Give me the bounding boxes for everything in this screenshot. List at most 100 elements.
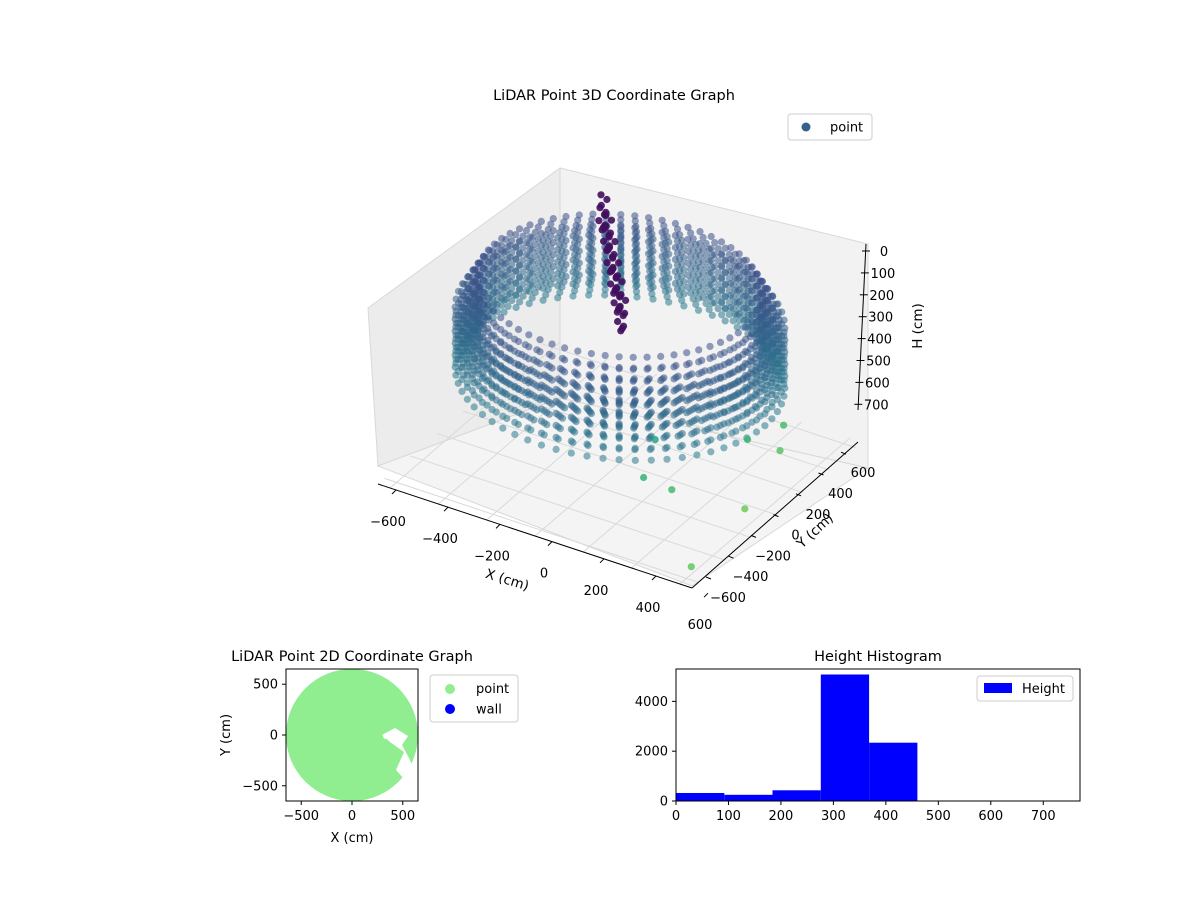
point-3d bbox=[587, 386, 596, 394]
hist-x-tick-label: 0 bbox=[672, 809, 680, 824]
point-3d bbox=[574, 383, 582, 391]
point-3d bbox=[574, 359, 582, 367]
point-3d bbox=[547, 220, 555, 228]
point-3d bbox=[526, 221, 534, 229]
point-3d bbox=[726, 394, 734, 402]
point-3d bbox=[490, 319, 498, 327]
point-3d bbox=[525, 331, 533, 339]
point-3d bbox=[549, 251, 557, 259]
point-3d bbox=[522, 226, 531, 235]
histogram-title: Height Histogram bbox=[814, 649, 942, 665]
point-3d bbox=[544, 285, 552, 294]
point-3d bbox=[661, 287, 670, 295]
point-3d bbox=[707, 292, 715, 301]
point-3d bbox=[490, 264, 498, 272]
point-3d bbox=[768, 398, 776, 407]
point-3d bbox=[514, 361, 523, 370]
point-3d bbox=[752, 359, 761, 367]
point-3d bbox=[514, 325, 523, 334]
point-3d bbox=[661, 444, 670, 453]
point-3d-cluster bbox=[602, 211, 610, 220]
point-3d bbox=[687, 289, 695, 297]
point-3d bbox=[484, 300, 492, 308]
z-tick-3d-label: 200 bbox=[869, 289, 894, 304]
point-3d bbox=[683, 397, 691, 405]
point-3d bbox=[707, 280, 715, 289]
point-3d bbox=[525, 343, 533, 351]
point-3d bbox=[752, 347, 761, 355]
point-3d bbox=[735, 262, 743, 270]
point-3d bbox=[699, 269, 707, 278]
point-3d bbox=[498, 294, 506, 303]
point-3d bbox=[643, 389, 651, 397]
point-3d bbox=[589, 222, 597, 230]
point-3d bbox=[479, 341, 487, 350]
point-3d bbox=[734, 414, 743, 422]
x-tick-3d-mark bbox=[651, 575, 657, 581]
point-3d bbox=[547, 256, 555, 264]
point-3d bbox=[734, 389, 742, 397]
hist-x-tick-label: 400 bbox=[873, 809, 898, 824]
point-3d bbox=[751, 402, 759, 411]
y-tick-2d-label: −500 bbox=[242, 779, 278, 794]
point-3d bbox=[516, 298, 524, 306]
point-3d bbox=[574, 371, 582, 379]
point-3d bbox=[647, 456, 655, 464]
point-3d bbox=[575, 247, 583, 255]
point-3d bbox=[695, 370, 703, 378]
point-3d bbox=[497, 399, 505, 407]
point-3d bbox=[748, 341, 756, 349]
point-3d bbox=[781, 384, 789, 392]
point-3d bbox=[547, 280, 555, 288]
x-tick-3d-mark bbox=[547, 541, 553, 546]
point-3d bbox=[629, 377, 637, 385]
x-tick-2d-label: 500 bbox=[390, 809, 415, 824]
point-3d bbox=[717, 262, 726, 270]
point-3d bbox=[647, 284, 655, 293]
point-3d bbox=[474, 279, 482, 288]
point-3d bbox=[631, 265, 639, 273]
point-3d bbox=[536, 384, 544, 392]
point-3d bbox=[683, 373, 691, 381]
point-3d bbox=[505, 368, 513, 376]
z-tick-3d-label: 700 bbox=[864, 398, 889, 413]
ticks-2d: −500 0 500 500 0 −500 bbox=[242, 678, 415, 824]
point-3d-cluster bbox=[607, 216, 616, 224]
point-3d bbox=[531, 240, 539, 249]
point-3d bbox=[479, 329, 487, 338]
point-3d bbox=[492, 408, 500, 416]
point-3d bbox=[534, 271, 542, 279]
point-3d bbox=[631, 272, 639, 280]
point-3d-cluster bbox=[612, 273, 620, 281]
point-3d bbox=[689, 259, 697, 267]
point-3d bbox=[629, 365, 637, 373]
point-3d bbox=[505, 380, 513, 388]
legend-3d-box bbox=[787, 113, 873, 141]
point-3d bbox=[711, 287, 719, 295]
point-3d bbox=[707, 256, 715, 265]
point-3d bbox=[727, 256, 735, 264]
point-3d bbox=[586, 420, 594, 428]
point-3d bbox=[702, 299, 710, 308]
point-3d bbox=[753, 318, 761, 326]
point-3d bbox=[657, 364, 665, 372]
point-3d bbox=[742, 304, 750, 312]
point-3d bbox=[488, 392, 496, 400]
point-3d bbox=[706, 402, 714, 410]
point-3d bbox=[678, 296, 686, 304]
point-3d-cluster bbox=[603, 195, 611, 204]
point-3d bbox=[699, 281, 707, 290]
point-3d bbox=[643, 401, 651, 409]
point-3d bbox=[671, 255, 680, 264]
point-3d-cluster bbox=[618, 278, 626, 286]
point-3d bbox=[498, 270, 506, 279]
point-3d bbox=[601, 387, 609, 396]
point-3d bbox=[631, 446, 639, 454]
point-3d bbox=[525, 391, 533, 399]
point-3d-cluster bbox=[615, 259, 623, 267]
point-3d bbox=[514, 373, 523, 382]
point-3d bbox=[670, 411, 678, 419]
point-3d bbox=[721, 280, 730, 288]
point-3d bbox=[702, 251, 710, 260]
point-3d bbox=[474, 362, 482, 370]
